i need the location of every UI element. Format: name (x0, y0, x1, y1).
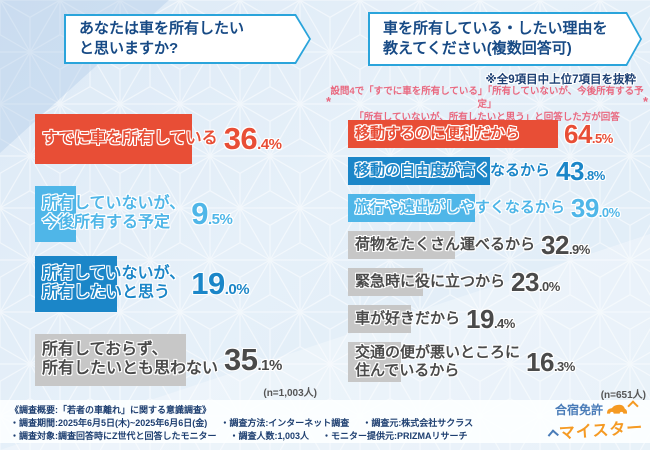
chart-row: 車が好きだから 19.4% (348, 303, 646, 334)
brand-logo: 合宿免許 マイスター (547, 399, 644, 443)
bar (348, 231, 455, 259)
bar-label: 移動の自由度が高くなるから (355, 162, 551, 180)
footnote-line: 設問4で「すでに車を所有している」「所有していないが、今後所有する予定」 (330, 86, 644, 110)
car-icon (607, 404, 627, 416)
footer-line: ・調査対象:調査回答時にZ世代と回答したモニター ・調査人数:1,003人 ・モニタ… (10, 430, 640, 443)
bar-label: 荷物をたくさん運べるから (355, 236, 536, 254)
bar (35, 186, 76, 242)
bar (348, 305, 411, 333)
chart-left-ownership: すでに車を所有している 36.4% 所有していないが、 今後所有する予定 9.5% 所有し… (35, 112, 317, 392)
footer-item: 《調査概要:「若者の車離れ」に関する意識調査》 (10, 405, 211, 415)
bar-value: 32.9% (541, 229, 590, 260)
asterisk-icon: * (642, 94, 648, 109)
caret-icon (627, 399, 639, 412)
question-line: 教えてください(複数回答可) (383, 40, 572, 57)
bar-value: 36.4% (223, 121, 282, 156)
bar-label: 所有しておらず、 所有したいとも思わない (42, 341, 219, 377)
bar-label: 移動するのに便利だから (355, 125, 521, 143)
logo-top-text: 合宿免許 (554, 403, 603, 417)
question-line: あなたは車を所有したい (79, 19, 245, 37)
survey-condition-footnote: * 設問4で「すでに車を所有している」「所有していないが、今後所有する予定」 「… (326, 86, 648, 124)
question-line: と思いますか? (79, 40, 179, 57)
bar (348, 157, 490, 185)
question-header-left: あなたは車を所有したい と思いますか? (64, 14, 311, 64)
bar-label: 交通の便が悪いところに 住んでいるから (355, 344, 521, 379)
chart-row: 移動の自由度が高くなるから 43.8% (348, 155, 646, 186)
bar-value: 43.8% (556, 155, 605, 186)
chart-row: 所有していないが、 所有したいと思う 19.0% (35, 256, 317, 312)
question-line: 車を所有している・したい理由を (383, 19, 608, 37)
bar-value: 19.0% (191, 266, 250, 301)
footer-item: ・調査元:株式会社サクラス (362, 418, 474, 429)
bar (348, 194, 475, 222)
chart-row: 所有しておらず、 所有したいとも思わない 35.1% (35, 334, 317, 386)
sample-size-left: (n=1,003人) (263, 388, 317, 399)
logo-bottom-text: マイスター (558, 419, 644, 443)
bar-value: 39.0% (570, 192, 620, 223)
footer-item: ・調査方法:インターネット調査 (220, 418, 350, 429)
footnote-line: 「所有していないが、所有したいと思う」と回答した方が回答 (354, 111, 620, 123)
footer-item: ・調査対象:調査回答時にZ世代と回答したモニター (10, 431, 217, 442)
bar (35, 256, 117, 312)
bar-label: 所有していないが、 今後所有する予定 (42, 195, 186, 231)
footer-line: 《調査概要:「若者の車離れ」に関する意識調査》 (10, 404, 640, 417)
footer-line: ・調査期間:2025年6月5日(木)~2025年6月6日(金) ・調査方法:インタ… (10, 417, 640, 430)
footer-item: ・調査期間:2025年6月5日(木)~2025年6月6日(金) (10, 418, 208, 429)
question-header-right: 車を所有している・したい理由を 教えてください(複数回答可) (368, 12, 642, 66)
bar-label: 緊急時に役に立つから (355, 273, 506, 291)
bar-value: 9.5% (191, 196, 233, 231)
bar-value: 64.5% (564, 118, 613, 149)
bar-value: 35.1% (224, 342, 282, 377)
chart-row: 所有していないが、 今後所有する予定 9.5% (35, 186, 317, 242)
survey-overview-footer: 《調査概要:「若者の車離れ」に関する意識調査》 ・調査期間:2025年6月5日(… (0, 400, 650, 443)
chart-right-reasons: 移動するのに便利だから 64.5% 移動の自由度が高くなるから 43.8% 旅行や遠出が… (348, 118, 646, 386)
sample-size-right: (n=651人) (600, 390, 646, 401)
bar-label: 所有していないが、 所有したいと思う (42, 265, 186, 301)
top7-note: ※全9項目中上位7項目を抜粋 (485, 74, 636, 86)
bar-label: すでに車を所有している (42, 129, 218, 147)
bar-value: 19.4% (466, 303, 515, 334)
bar-value: 23.0% (511, 266, 560, 297)
chart-row: 移動するのに便利だから 64.5% (348, 118, 646, 149)
bar (35, 114, 192, 164)
chart-row: すでに車を所有している 36.4% (35, 114, 317, 164)
bar (35, 334, 186, 386)
bar-label: 旅行や遠出がしやすくなるから (355, 199, 565, 217)
bar (348, 342, 401, 382)
bar-label: 車が好きだから (355, 310, 461, 328)
bar (348, 268, 423, 296)
chart-row: 交通の便が悪いところに 住んでいるから 16.3% (348, 342, 646, 382)
chart-row: 旅行や遠出がしやすくなるから 39.0% (348, 192, 646, 223)
chart-row: 緊急時に役に立つから 23.0% (348, 266, 646, 297)
bar-value: 16.3% (526, 346, 575, 377)
footer-item: ・調査人数:1,003人 (229, 431, 310, 442)
bar (348, 120, 558, 148)
chart-row: 荷物をたくさん運べるから 32.9% (348, 229, 646, 260)
asterisk-icon: * (326, 94, 332, 109)
caret-icon (547, 429, 559, 441)
footer-item: ・モニター提供元:PRIZMAリサーチ (322, 431, 468, 442)
